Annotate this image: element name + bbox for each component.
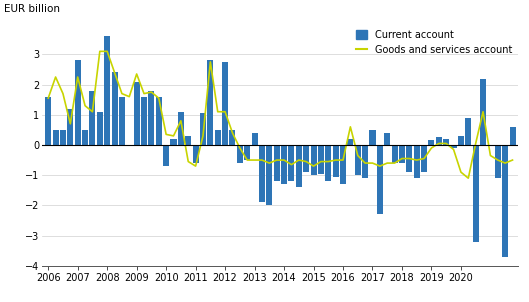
- Bar: [325, 145, 331, 181]
- Bar: [193, 145, 198, 163]
- Bar: [296, 145, 302, 187]
- Bar: [495, 145, 501, 178]
- Bar: [75, 60, 81, 145]
- Bar: [487, 145, 494, 146]
- Bar: [311, 145, 316, 175]
- Bar: [89, 91, 95, 145]
- Text: EUR billion: EUR billion: [4, 5, 60, 14]
- Bar: [362, 145, 368, 178]
- Bar: [472, 145, 479, 242]
- Bar: [509, 127, 516, 145]
- Legend: Current account, Goods and services account: Current account, Goods and services acco…: [352, 26, 516, 59]
- Bar: [406, 145, 413, 172]
- Bar: [466, 118, 471, 145]
- Bar: [384, 133, 390, 145]
- Bar: [428, 140, 434, 145]
- Bar: [178, 112, 184, 145]
- Bar: [281, 145, 287, 184]
- Bar: [156, 97, 162, 145]
- Bar: [273, 145, 280, 181]
- Bar: [207, 60, 213, 145]
- Bar: [399, 145, 405, 163]
- Bar: [112, 72, 117, 145]
- Bar: [170, 139, 177, 145]
- Bar: [215, 130, 221, 145]
- Bar: [480, 79, 486, 145]
- Bar: [45, 97, 51, 145]
- Bar: [502, 145, 508, 257]
- Bar: [134, 82, 140, 145]
- Bar: [119, 97, 125, 145]
- Bar: [340, 145, 346, 184]
- Bar: [369, 130, 376, 145]
- Bar: [348, 139, 353, 145]
- Bar: [288, 145, 295, 181]
- Bar: [451, 145, 457, 148]
- Bar: [237, 145, 243, 163]
- Bar: [252, 133, 258, 145]
- Bar: [97, 112, 103, 145]
- Bar: [67, 109, 74, 145]
- Bar: [443, 139, 449, 145]
- Bar: [318, 145, 324, 174]
- Bar: [185, 136, 191, 145]
- Bar: [141, 97, 147, 145]
- Bar: [377, 145, 383, 214]
- Bar: [126, 145, 132, 146]
- Bar: [163, 145, 169, 166]
- Bar: [222, 62, 228, 145]
- Bar: [391, 145, 398, 163]
- Bar: [52, 130, 59, 145]
- Bar: [259, 145, 265, 202]
- Bar: [333, 145, 339, 177]
- Bar: [421, 145, 427, 172]
- Bar: [458, 136, 464, 145]
- Bar: [244, 145, 250, 160]
- Bar: [60, 130, 66, 145]
- Bar: [414, 145, 419, 178]
- Bar: [82, 130, 88, 145]
- Bar: [230, 130, 235, 145]
- Bar: [266, 145, 272, 205]
- Bar: [303, 145, 309, 172]
- Bar: [104, 36, 110, 145]
- Bar: [200, 113, 206, 145]
- Bar: [436, 137, 442, 145]
- Bar: [148, 91, 154, 145]
- Bar: [355, 145, 361, 175]
